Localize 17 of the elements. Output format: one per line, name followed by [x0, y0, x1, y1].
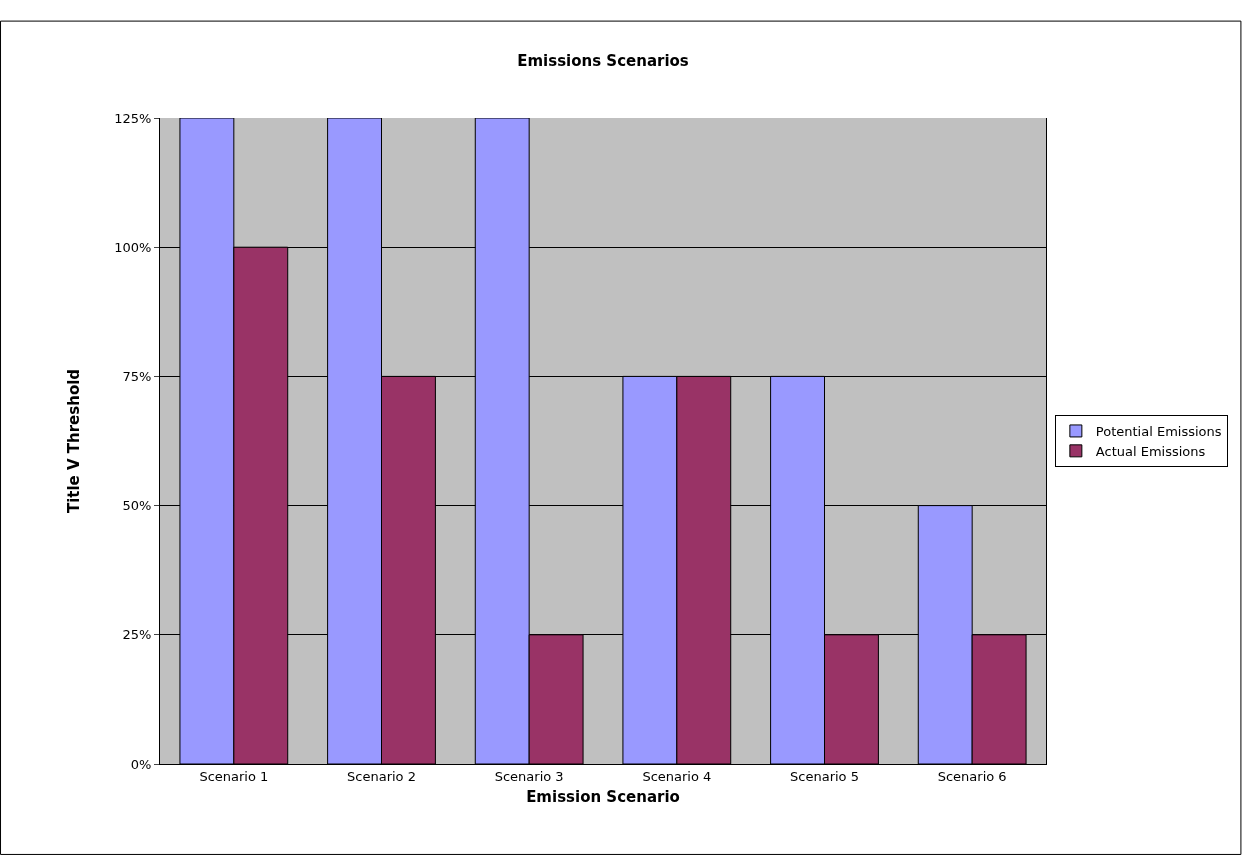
- y-tick-label: 100%: [114, 239, 152, 255]
- x-tick-label: Scenario 5: [790, 768, 859, 784]
- x-tick-label: Scenario 2: [347, 768, 416, 784]
- y-tick-label: 125%: [114, 110, 152, 126]
- x-axis-title: Emission Scenario: [526, 787, 680, 806]
- chart-title: Emissions Scenarios: [517, 52, 689, 71]
- legend-label: Potential Emissions: [1095, 424, 1222, 440]
- legend-label: Actual Emissions: [1095, 443, 1206, 459]
- x-tick-label: Scenario 4: [642, 768, 712, 784]
- x-tick-label: Scenario 1: [199, 768, 269, 784]
- x-tick-label: Scenario 6: [937, 768, 1007, 784]
- y-tick-label: 50%: [122, 498, 152, 514]
- x-tick-label: Scenario 3: [494, 768, 564, 784]
- y-tick-label: 25%: [122, 627, 152, 643]
- y-axis-title: Title V Threshold: [65, 368, 84, 514]
- y-tick-label: 75%: [122, 368, 152, 384]
- y-tick-label: 0%: [130, 756, 152, 772]
